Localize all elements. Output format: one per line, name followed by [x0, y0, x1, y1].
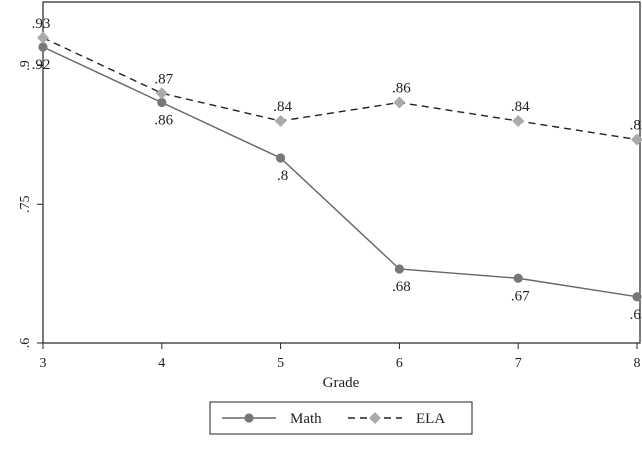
- y-tick-label: .75: [18, 196, 33, 214]
- y-tick-label: .6: [18, 338, 33, 349]
- legend-marker-math: [244, 413, 254, 423]
- x-tick-label: 8: [634, 356, 641, 371]
- data-point-ela: [393, 96, 406, 109]
- legend-label-math: Math: [290, 411, 322, 427]
- data-point-math: [513, 273, 523, 283]
- data-point-ela: [274, 115, 287, 127]
- x-tick-label: 3: [40, 356, 47, 371]
- data-label-math: .65: [630, 307, 642, 323]
- x-tick-label: 4: [158, 356, 165, 371]
- data-label-ela: .86: [392, 81, 411, 97]
- data-label-ela: .87: [154, 71, 173, 87]
- data-label-math: .8: [277, 168, 288, 184]
- x-tick-label: 5: [277, 356, 284, 371]
- x-tick-label: 7: [515, 356, 522, 371]
- data-label-ela: .82: [630, 118, 642, 134]
- data-point-math: [276, 153, 286, 163]
- legend: Math ELA: [209, 401, 473, 435]
- data-label-ela: .84: [511, 99, 530, 115]
- series-line-ela: [42, 37, 638, 141]
- series-line-math: [42, 46, 638, 298]
- data-point-math: [157, 97, 167, 108]
- plot-frame: [42, 1, 641, 344]
- data-label-math: .86: [154, 113, 173, 129]
- data-point-math: [632, 292, 642, 302]
- data-point-ela: [631, 133, 642, 146]
- y-tick-label: .9: [18, 60, 33, 71]
- data-point-ela: [512, 115, 525, 127]
- data-label-math: .67: [511, 288, 530, 304]
- x-axis-label: Grade: [323, 375, 360, 391]
- legend-label-ela: ELA: [416, 411, 445, 427]
- data-label-ela: .93: [32, 16, 51, 32]
- data-point-math: [38, 42, 48, 52]
- data-point-ela: [155, 87, 168, 100]
- data-label-ela: .84: [273, 99, 292, 115]
- data-point-ela: [37, 31, 49, 44]
- legend-marker-ela: [369, 412, 381, 424]
- x-tick-label: 6: [396, 356, 403, 371]
- data-point-math: [394, 264, 404, 274]
- data-label-math: .68: [392, 279, 411, 295]
